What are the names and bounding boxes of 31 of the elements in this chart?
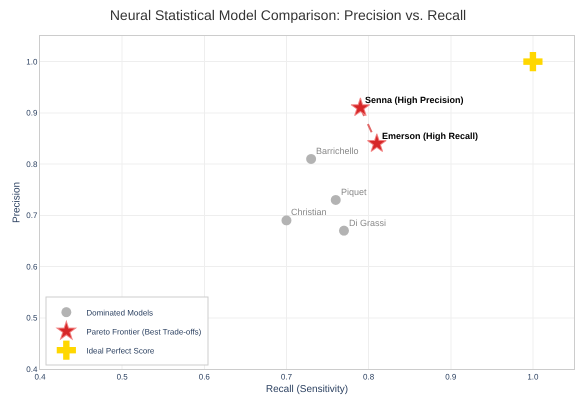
y-tick-label: 0.5 <box>26 314 38 323</box>
legend-label: Dominated Models <box>86 308 154 318</box>
y-tick-label: 0.6 <box>26 262 38 272</box>
x-axis-title: Recall (Sensitivity) <box>266 384 348 396</box>
annotation: Barrichello <box>316 146 359 156</box>
point <box>306 154 316 164</box>
y-tick-label: 0.7 <box>26 211 38 220</box>
point <box>338 226 349 236</box>
x-tick-label: 0.9 <box>445 372 457 382</box>
point <box>523 52 543 72</box>
x-tick-label: 0.4 <box>34 372 46 382</box>
x-tick-label: 1.0 <box>527 372 540 382</box>
annotation: Emerson (High Recall) <box>382 131 478 141</box>
chart-title: Neural Statistical Model Comparison: Precision vs. Recall <box>110 6 466 23</box>
y-tick-label: 0.4 <box>26 364 38 374</box>
y-tick-label: 0.9 <box>26 108 38 118</box>
x-tick-label: 0.7 <box>280 372 293 382</box>
point <box>281 215 292 226</box>
y-axis-title: Precision <box>11 182 22 224</box>
y-tick-label: 1.0 <box>26 57 38 66</box>
legend-label: Ideal Perfect Score <box>86 346 155 356</box>
point <box>330 194 341 205</box>
annotation: Senna (High Precision) <box>365 95 464 105</box>
x-tick-label: 0.5 <box>116 372 128 382</box>
annotation: Di Grassi <box>349 218 386 228</box>
y-tick-label: 0.8 <box>26 160 38 169</box>
annotation: Christian <box>291 207 327 217</box>
x-tick-label: 0.6 <box>198 372 210 382</box>
legend-label: Pareto Frontier (Best Trade-offs) <box>86 327 202 336</box>
x-tick-label: 0.8 <box>363 372 375 382</box>
annotation: Piquet <box>341 187 368 197</box>
